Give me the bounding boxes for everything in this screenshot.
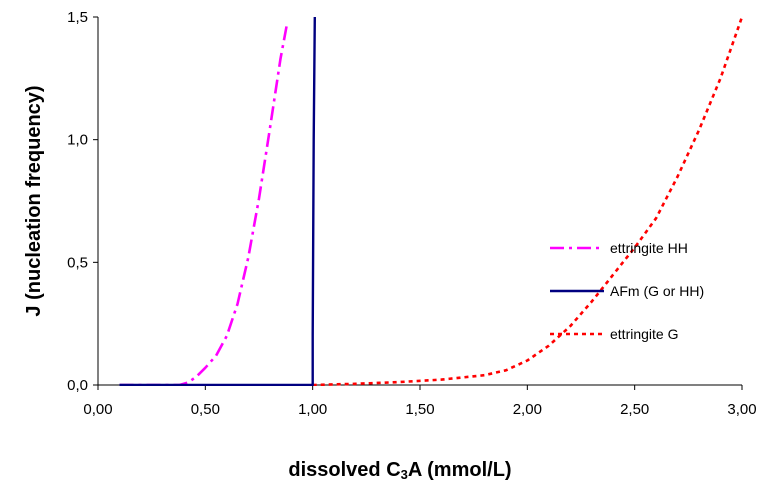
x-axis-title: dissolved C3A (mmol/L) [288, 459, 511, 482]
x-tick-label: 2,50 [620, 401, 649, 418]
x-tick-label: 2,00 [513, 401, 542, 418]
y-axis-title: J (nucleation frequency) [23, 85, 45, 316]
y-tick-label: 0,5 [67, 254, 88, 271]
series-line-afm-g-or-hh- [119, 16, 316, 386]
x-tick-label: 1,00 [298, 401, 327, 418]
x-tick-label: 3,00 [727, 401, 756, 418]
y-tick-label: 0,0 [67, 377, 88, 394]
legend-label: ettringite G [610, 326, 678, 342]
series-line-ettringite-hh [119, 24, 289, 386]
x-tick-label: 0,00 [83, 401, 112, 418]
series-layer [119, 16, 744, 386]
series-line-ettringite-g [312, 16, 744, 386]
plot-area: 0,0 0,5 1,0 1,5 0,00 0,50 1,00 1,50 2,00 2,50 3,00 [67, 9, 756, 418]
y-tick-label: 1,0 [67, 132, 88, 149]
x-axis-title-part-2: A (mmol/L) [408, 459, 512, 481]
y-tick-label: 1,5 [67, 9, 88, 26]
x-axis-title-part-1: dissolved C [288, 459, 400, 481]
legend-label: AFm (G or HH) [610, 283, 704, 299]
legend-label: ettringite HH [610, 240, 688, 256]
legend: ettringite HH AFm (G or HH) ettringite G [550, 240, 704, 342]
x-tick-label: 1,50 [405, 401, 434, 418]
x-tick-label: 0,50 [191, 401, 220, 418]
x-axis-title-subscript: 3 [401, 467, 408, 482]
